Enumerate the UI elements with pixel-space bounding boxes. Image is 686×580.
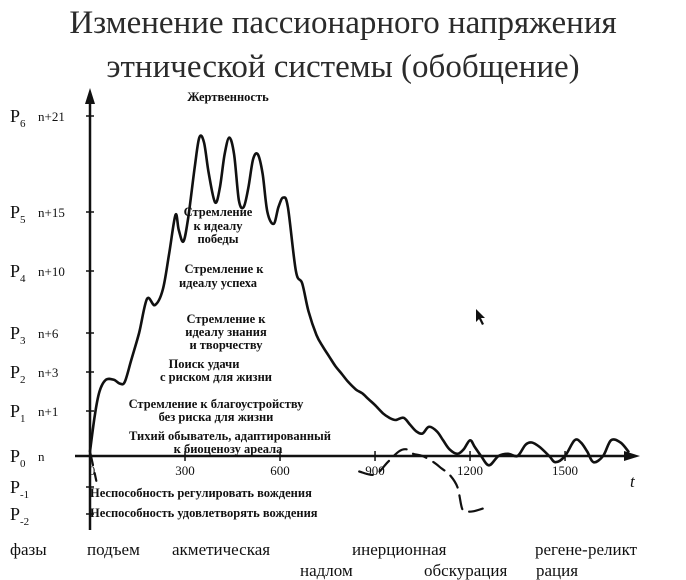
title-line-2: этнической системы (обобщение): [106, 49, 579, 85]
annotation-text: победы: [197, 232, 238, 246]
y-level-label: P3: [10, 323, 26, 347]
annotation-text: Стремление: [184, 205, 253, 219]
annotation-text: и творчеству: [189, 338, 263, 352]
y-level-subscript: 6: [20, 118, 26, 130]
y-axis-arrow: [85, 88, 95, 104]
y-level-subscript: 4: [20, 273, 26, 285]
phase-label: надлом: [300, 561, 353, 580]
y-level-subscript: 5: [20, 214, 26, 226]
dashed-series-line: [358, 448, 484, 513]
y-level-value: n+15: [38, 205, 65, 220]
annotation-text: Тихий обыватель, адаптированный: [129, 429, 331, 443]
y-level-subscript: -2: [20, 516, 29, 528]
y-level-label: P-1: [10, 477, 29, 501]
dashed-series-line: [88, 450, 98, 482]
y-level-label: P4: [10, 261, 26, 285]
y-level-label: P1: [10, 401, 26, 425]
annotation-text: Стремление к: [184, 262, 264, 276]
y-levels: P6 n+21 P5 n+15 P4 n+10 P3 n+6 P2 n+3 P1 n+1 P0 n P-1 P…: [10, 106, 94, 528]
annotation-text: Неспособность удовлетворять вождения: [90, 506, 318, 520]
phase-label: инерционная: [352, 540, 447, 559]
phase-label: реликт: [588, 540, 638, 559]
phase-label: подъем: [87, 540, 140, 559]
annotation-text: с риском для жизни: [160, 370, 272, 384]
y-level-label: P0: [10, 446, 26, 470]
series-lines: [88, 134, 630, 513]
y-level-value: n+10: [38, 264, 65, 279]
annotation-text: Стремление к благоустройству: [129, 397, 305, 411]
x-axis-label: t: [630, 472, 636, 491]
x-tick-label: 300: [175, 463, 195, 478]
title-line-1: Изменение пассионарного напряжения: [69, 5, 616, 41]
x-tick-label: 1200: [457, 463, 483, 478]
x-tick-label: 0: [89, 463, 96, 478]
phase-label: фазы: [10, 540, 47, 559]
y-level-label: P-2: [10, 504, 29, 528]
y-level-subscript: 3: [20, 335, 26, 347]
y-level-label: P6: [10, 106, 26, 130]
annotation-text: к биоценозу ареала: [174, 442, 283, 456]
phase-label: обскурация: [424, 561, 507, 580]
y-level-value: n+6: [38, 326, 59, 341]
x-tick-label: 600: [270, 463, 290, 478]
y-level-subscript: 2: [20, 374, 26, 386]
y-level-subscript: 0: [20, 458, 26, 470]
chart-title: Изменение пассионарного напряжения этниче…: [69, 5, 616, 85]
y-level-subscript: 1: [20, 413, 26, 425]
annotation-text: к идеалу: [193, 219, 243, 233]
y-level-value: n+1: [38, 404, 58, 419]
annotation-text: идеалу успеха: [179, 276, 258, 290]
annotation-text: идеалу знания: [185, 325, 267, 339]
y-level-label: P5: [10, 202, 26, 226]
annotation-text: Неспособность регулировать вождения: [90, 486, 312, 500]
passionarity-curve: [88, 134, 630, 467]
y-level-value: n+3: [38, 365, 58, 380]
y-level-value: n+21: [38, 109, 65, 124]
annotation-text: Стремление к: [186, 312, 266, 326]
phase-labels: фазы подъем акметическая инерционная надлом о…: [10, 540, 638, 580]
annotation-text: Поиск удачи: [169, 357, 240, 371]
phase-label: акметическая: [172, 540, 270, 559]
y-level-label: P2: [10, 362, 26, 386]
annotation-text: без риска для жизни: [159, 410, 274, 424]
x-axis-arrow: [624, 451, 640, 461]
x-tick-label: 1500: [552, 463, 578, 478]
y-level-subscript: -1: [20, 489, 29, 501]
mouse-cursor-icon: [476, 309, 485, 325]
annotation-text: Жертвенность: [187, 90, 269, 104]
phase-label: рация: [536, 561, 578, 580]
y-level-value: n: [38, 449, 45, 464]
phase-label: регене-: [535, 540, 588, 559]
